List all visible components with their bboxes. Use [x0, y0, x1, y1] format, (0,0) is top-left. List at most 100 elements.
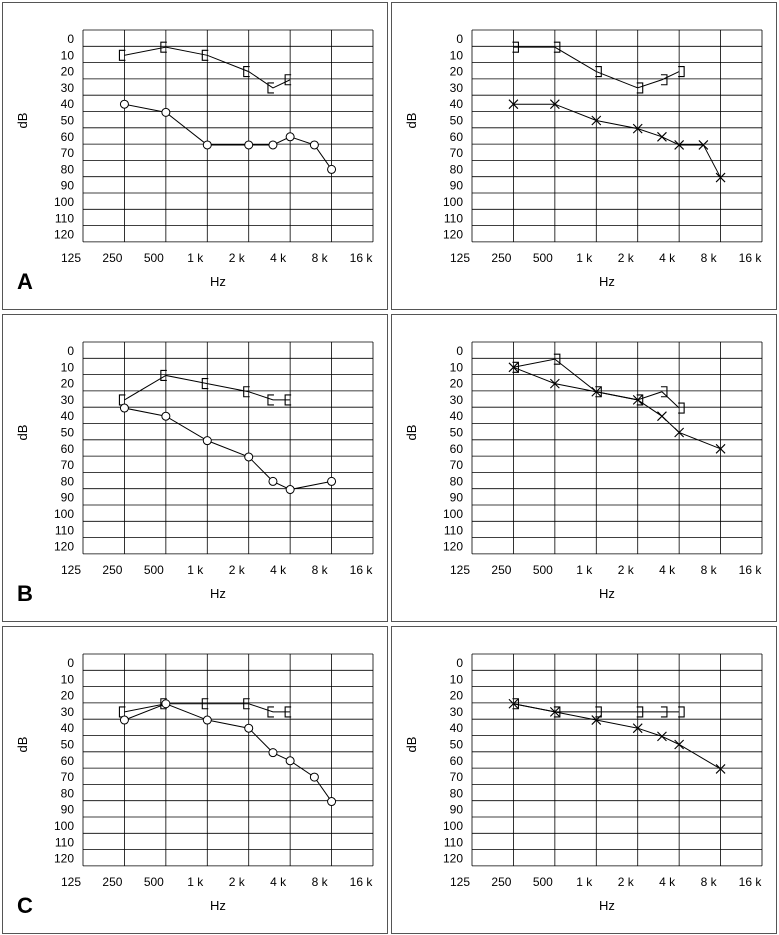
audiogram-plot: 0 10 20 30 40 50 60 70 80 90 100 110 120 125 250 500 1 k…	[404, 653, 763, 913]
x-tick-label: 250	[491, 875, 511, 889]
x-tick-label: 250	[491, 563, 511, 577]
x-tick-label: 4 k	[270, 251, 287, 265]
y-tick-label: 70	[450, 458, 464, 472]
y-tick-label: 80	[61, 786, 75, 800]
data-point-cross	[591, 386, 602, 397]
y-tick-label: 100	[443, 819, 463, 833]
data-point-cross	[698, 140, 709, 150]
data-point-cross	[657, 131, 667, 142]
data-point-circle	[202, 715, 212, 725]
x-tick-label: 500	[144, 563, 164, 577]
data-point-circle	[119, 403, 129, 413]
x-tick-label: 500	[144, 875, 164, 889]
audiogram-plot: 0 10 20 30 40 50 60 70 80 90 100 110 120 125 250 500 1 k…	[404, 341, 763, 601]
y-tick-label: 70	[61, 770, 75, 784]
data-point-bracket	[201, 49, 209, 61]
data-point-circle	[327, 164, 337, 174]
series-line	[513, 103, 722, 178]
y-tick-label: 110	[444, 211, 463, 225]
data-point-bracket	[243, 386, 250, 398]
y-tick-label: 100	[54, 507, 74, 521]
data-point-circle	[161, 107, 171, 117]
x-tick-label: 8 k	[701, 563, 718, 577]
data-point-circle	[327, 797, 337, 807]
y-tick-label: 110	[444, 835, 463, 849]
y-tick-label: 90	[450, 803, 464, 817]
x-axis-label: Hz	[599, 274, 615, 289]
x-axis-label: Hz	[210, 898, 226, 913]
y-tick-label: 40	[61, 409, 75, 423]
x-tick-label: 16 k	[739, 251, 763, 265]
series-line	[124, 703, 291, 713]
panel-row-label: C	[17, 893, 33, 918]
x-tick-label: 1 k	[576, 875, 593, 889]
data-point-bracket	[201, 378, 209, 390]
y-tick-label: 0	[67, 32, 74, 46]
y-axis-label: dB	[15, 737, 30, 753]
data-point-bracket	[201, 698, 209, 710]
y-tick-label: 60	[61, 130, 75, 144]
data-point-cross	[591, 115, 602, 126]
x-tick-label: 2 k	[618, 251, 635, 265]
x-tick-label: 4 k	[270, 875, 287, 889]
data-point-bracket	[512, 361, 519, 373]
y-tick-label: 20	[61, 65, 75, 79]
data-point-circle	[244, 723, 254, 733]
data-point-circle	[244, 140, 254, 150]
x-tick-label: 4 k	[659, 875, 676, 889]
y-tick-label: 50	[450, 114, 464, 128]
y-tick-label: 50	[450, 738, 464, 752]
data-point-bracket	[553, 41, 561, 53]
y-tick-label: 0	[67, 344, 74, 358]
y-axis-label: dB	[15, 425, 30, 441]
data-point-cross	[632, 123, 643, 134]
y-tick-label: 110	[444, 523, 463, 537]
y-tick-label: 110	[55, 523, 74, 537]
series-line	[124, 407, 332, 491]
data-point-bracket	[678, 66, 685, 78]
audiogram-plot: 0 10 20 30 40 50 60 70 80 90 100 110 120 125 250 500 1 k…	[404, 29, 763, 289]
series-line	[513, 703, 721, 770]
y-tick-label: 10	[61, 48, 75, 62]
y-axis-label: dB	[404, 737, 419, 753]
data-point-cross	[657, 411, 667, 422]
x-tick-label: 500	[533, 875, 553, 889]
x-axis-label: Hz	[210, 274, 226, 289]
data-point-cross	[715, 764, 726, 774]
x-tick-label: 1 k	[187, 563, 204, 577]
data-point-bracket	[267, 706, 274, 718]
x-tick-label: 500	[533, 563, 553, 577]
y-tick-label: 60	[61, 754, 75, 768]
x-tick-label: 4 k	[659, 251, 676, 265]
x-tick-label: 16 k	[739, 563, 763, 577]
x-tick-label: 2 k	[618, 563, 635, 577]
y-tick-label: 20	[61, 689, 75, 703]
data-point-bracket	[284, 706, 292, 718]
data-point-circle	[244, 452, 254, 462]
y-tick-label: 10	[61, 672, 75, 686]
y-tick-label: 40	[450, 97, 464, 111]
x-tick-label: 4 k	[270, 563, 287, 577]
data-point-bracket	[512, 698, 519, 710]
data-point-circle	[327, 476, 337, 486]
series-line	[124, 374, 291, 401]
y-tick-label: 40	[61, 97, 75, 111]
y-tick-label: 120	[443, 852, 463, 866]
x-tick-label: 16 k	[739, 875, 763, 889]
y-tick-label: 0	[67, 656, 74, 670]
data-point-cross	[549, 707, 560, 717]
data-point-cross	[674, 140, 685, 150]
x-tick-label: 8 k	[701, 251, 718, 265]
y-tick-label: 60	[450, 442, 464, 456]
y-tick-label: 70	[61, 458, 75, 472]
data-point-circle	[202, 436, 212, 446]
data-point-circle	[119, 99, 129, 109]
panel-row-label: B	[17, 581, 33, 606]
data-point-bracket	[160, 369, 167, 381]
x-tick-label: 8 k	[312, 251, 329, 265]
x-tick-label: 125	[61, 251, 81, 265]
audiogram-panel: 0 10 20 30 40 50 60 70 80 90 100 110 120 125 250 500 1 k…	[2, 314, 388, 622]
series-line	[124, 703, 332, 802]
y-tick-label: 120	[54, 540, 74, 554]
y-tick-label: 40	[61, 721, 75, 735]
